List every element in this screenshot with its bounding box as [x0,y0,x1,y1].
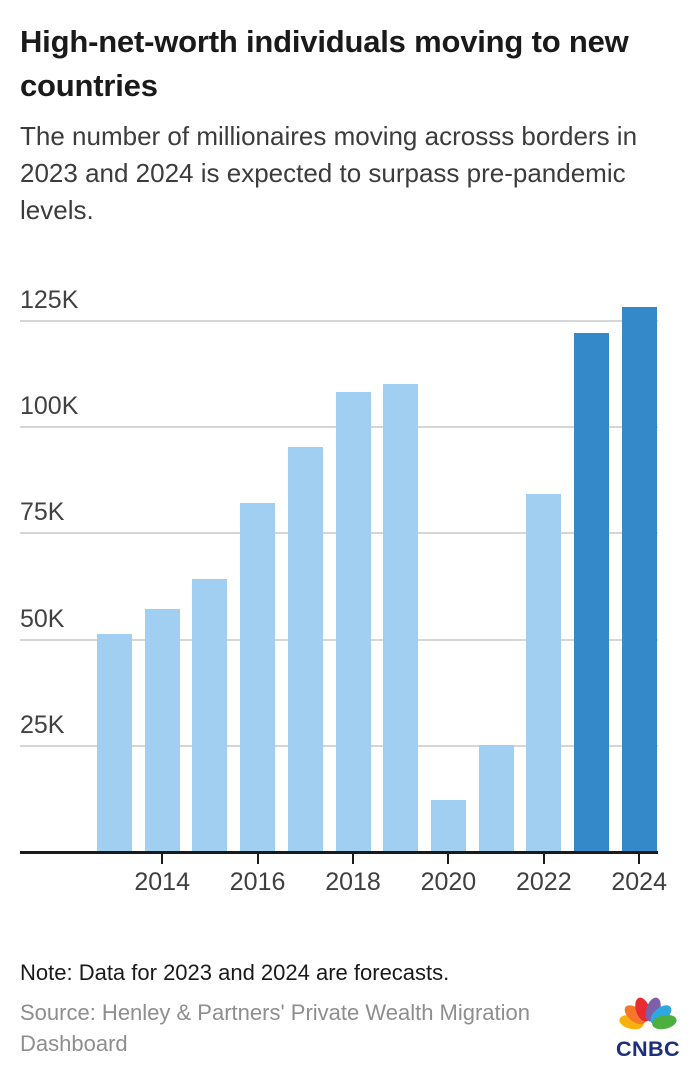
chart-source: Source: Henley & Partners' Private Wealt… [20,1000,531,1056]
chart-title: High-net-worth individuals moving to new… [20,24,629,103]
x-tick-2024 [638,854,641,864]
cnbc-logo: CNBC [608,987,688,1066]
bar-2021 [478,744,514,851]
y-axis-label-100K: 100K [20,392,79,421]
y-axis-label-125K: 125K [20,286,79,314]
gridline-125K [20,320,658,322]
x-axis-label-2014: 2014 [134,868,190,896]
source-row: Source: Henley & Partners' Private Wealt… [20,997,690,1066]
x-axis-label-2018: 2018 [325,868,381,896]
x-tick-2022 [542,854,545,864]
x-axis-line [20,851,658,854]
bar-2015 [192,579,228,851]
bar-2024 [621,307,657,851]
cnbc-logo-text: CNBC [616,1036,680,1061]
bar-2013 [97,634,132,851]
peacock-feather [624,1005,646,1025]
bar-2014 [144,608,180,851]
chart-subtitle: The number of millionaires moving across… [20,121,638,225]
x-tick-2014 [161,854,164,864]
y-axis-label-50K: 50K [20,604,65,633]
bar-2016 [240,502,276,851]
bar-chart-plot: 25K 50K 75K 100K 125K 2014 2016 2018 2020 2022 202… [20,285,667,907]
chart-note: Note: Data for 2023 and 2024 are forecas… [20,960,450,985]
bar-2022 [526,494,562,851]
x-tick-2016 [256,854,259,864]
bar-2023 [574,332,609,851]
bar-2020 [430,800,466,851]
peacock-feather [652,1014,677,1030]
bar-2019 [383,383,419,851]
x-axis-label-2016: 2016 [229,868,286,896]
x-axis-label-2024: 2024 [611,868,667,896]
x-tick-2020 [447,854,450,864]
y-axis-label-25K: 25K [20,710,65,739]
x-axis-label-2022: 2022 [515,868,572,896]
x-tick-2018 [352,854,354,864]
bar-2018 [335,392,371,851]
x-axis-label-2020: 2020 [420,868,477,896]
y-axis-label-75K: 75K [20,498,65,527]
cnbc-peacock-icon: CNBC [616,997,680,1061]
bar-2017 [287,447,323,851]
